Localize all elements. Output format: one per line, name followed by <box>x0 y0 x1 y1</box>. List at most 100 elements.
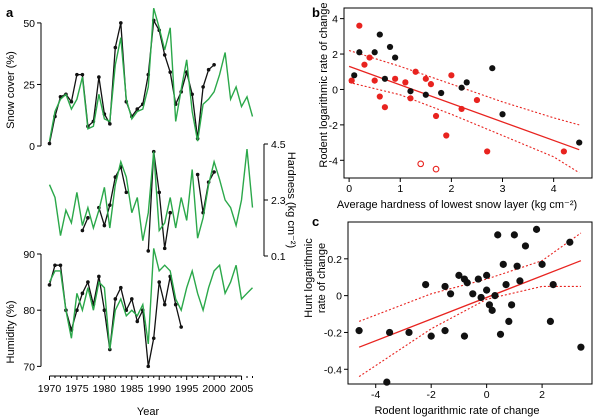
panel-b-red-point <box>392 75 399 82</box>
subplot-2-ytick-label-0: 70 <box>23 361 35 373</box>
subplot-2-observed-point <box>135 319 140 324</box>
panel-b-open-red-point <box>417 160 425 168</box>
panel-c-black-point <box>441 282 449 291</box>
subplot-2-observed-point <box>53 263 57 268</box>
subplot-0-ytick-label-1: 25 <box>23 79 35 91</box>
panel-c-black-point <box>532 225 541 233</box>
subplot-2-observed-point <box>58 263 63 268</box>
panel-c-xtick-label-2: 0 <box>484 389 490 401</box>
panel-b-ylabel: Rodent logarithmic rate of change <box>318 2 330 167</box>
panel-b-ci-upper <box>348 49 580 126</box>
panel-c-black-point <box>538 260 546 268</box>
panel-b-red-point <box>448 72 455 79</box>
panel-a: a Snow cover (%) Humidity (%) Hardness (… <box>5 5 297 418</box>
panel-b-red-point <box>458 105 465 113</box>
panel-b-black-point <box>438 89 445 97</box>
subplot-0-observed-point <box>47 141 52 146</box>
panel-c-black-point <box>499 260 507 268</box>
panel-c: c Hunt logarithmic rate of change Rodent… <box>303 214 593 417</box>
panel-b-red-point <box>356 22 363 29</box>
panel-b-red-point <box>381 104 389 111</box>
panel-c-black-point <box>441 327 449 335</box>
panel-c-fit-line <box>358 260 582 348</box>
panel-c-xtick-label-0: -4 <box>371 389 380 401</box>
subplot-1-observed-point <box>162 246 167 251</box>
subplot-0-observed-point <box>97 75 101 79</box>
subplot-1-observed-point <box>102 223 107 228</box>
panel-b-ytick-label-1: -2 <box>329 120 338 132</box>
panel-c-ytick-label-0: -0.4 <box>324 364 342 376</box>
panel-c-black-point <box>483 271 491 279</box>
panel-b-black-point <box>422 91 429 98</box>
panel-c-black-point <box>485 301 494 309</box>
subplot-0-observed-point <box>201 85 205 89</box>
subplot-1-observed-point <box>168 210 173 215</box>
panel-c-black-point <box>494 231 502 239</box>
panel-b-xtick-label-2: 2 <box>448 183 454 195</box>
panel-b-black-point <box>351 72 358 79</box>
subplot-0-observed-point <box>113 45 118 50</box>
subplot-1-model-line <box>48 149 254 241</box>
panel-c-black-point <box>446 290 455 298</box>
subplot-0-ytick-label-2: 50 <box>23 18 35 30</box>
subplot-0-observed-point <box>168 70 173 74</box>
panel-b-xtick-label-0: 0 <box>346 183 352 195</box>
panel-b-xlabel: Average hardness of lowest snow layer (k… <box>337 199 577 211</box>
subplot-2-observed-point <box>162 302 167 307</box>
subplot-2-observed-point <box>47 283 52 287</box>
subplot-2-observed-point <box>146 364 151 369</box>
subplot-1-observed-point <box>86 216 90 220</box>
panel-c-black-point <box>355 327 363 335</box>
subplot-2-ytick-label-1: 80 <box>23 305 35 317</box>
panel-c-black-point <box>549 280 557 289</box>
panel-b: b Rodent logarithmic rate of change Aver… <box>312 2 593 211</box>
subplot-1-observed-point <box>124 190 129 195</box>
panel-c-frame <box>347 221 593 385</box>
subplot-0-observed-point <box>69 99 74 104</box>
subplot-1-observed-point <box>108 203 112 207</box>
subplot-0-observed-point <box>206 67 211 72</box>
subplot-2-observed-point <box>97 274 101 279</box>
humidity-ylabel: Humidity (%) <box>5 301 17 364</box>
panel-b-black-point <box>407 88 414 95</box>
panel-b-red-point <box>402 79 409 86</box>
subplot-1-ytick-label-0: 0.1 <box>271 251 286 263</box>
subplot-2-observed-point <box>75 308 79 312</box>
panel-b-ci-lower <box>348 81 580 174</box>
panel-b-red-point <box>443 132 450 139</box>
panel-c-ci-lower <box>358 285 581 378</box>
subplot-2-observed-point <box>86 280 90 284</box>
subplot-1-observed-line <box>81 151 215 251</box>
panel-c-black-point <box>385 328 394 337</box>
subplot-0-ytick-label-0: 0 <box>29 141 35 153</box>
subplot-0-observed-point <box>212 62 216 67</box>
panel-c-black-point <box>502 280 510 289</box>
year-tick-label-2: 1980 <box>93 383 117 395</box>
panel-c-ylabel-line1: Hunt logarithmic <box>303 238 315 318</box>
panel-b-black-point <box>376 31 383 38</box>
panel-c-black-point <box>483 286 491 294</box>
panel-c-label: c <box>312 214 319 229</box>
panel-b-xtick-label-3: 3 <box>500 183 506 195</box>
panel-b-black-point <box>489 65 496 72</box>
panel-b-ytick-label-0: -4 <box>329 155 338 167</box>
panel-b-red-point <box>348 77 355 84</box>
panel-c-black-point <box>463 279 471 287</box>
panel-b-open-red-point <box>432 165 440 173</box>
panel-b-red-point <box>427 81 435 88</box>
panel-b-black-point <box>356 49 363 56</box>
panel-b-black-point <box>499 111 506 118</box>
subplot-1-observed-point <box>80 228 85 233</box>
panel-c-black-point <box>577 343 585 351</box>
subplot-2-observed-point <box>173 302 178 307</box>
panel-c-black-point <box>507 301 516 309</box>
panel-c-black-point <box>405 328 413 337</box>
panel-c-black-point <box>474 275 482 283</box>
hardness-ylabel: Hardness (kg cm⁻²) <box>285 152 297 248</box>
panel-c-black-point <box>546 317 555 326</box>
panel-c-ylabel-line2: rate of change <box>316 243 328 313</box>
subplot-2-observed-point <box>102 308 107 312</box>
subplot-2-observed-point <box>80 291 85 296</box>
subplot-2-observed-point <box>113 297 118 301</box>
